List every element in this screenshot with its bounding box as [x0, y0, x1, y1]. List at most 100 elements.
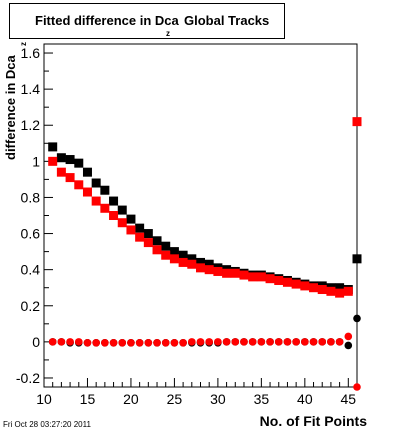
square-marker	[56, 153, 66, 163]
x-axis-label: No. of Fit Points	[259, 413, 367, 429]
circle-marker	[170, 338, 179, 347]
circle-marker	[66, 338, 74, 346]
square-marker	[169, 247, 179, 257]
chart-title-suffix: Global Tracks	[184, 13, 270, 28]
circle-marker	[353, 314, 361, 323]
circle-marker	[127, 338, 135, 347]
square-marker	[343, 286, 353, 296]
data-marks	[48, 117, 362, 391]
square-marker	[335, 288, 345, 298]
y-axis-label: difference in Dca	[3, 55, 18, 160]
square-marker	[196, 263, 205, 273]
circle-marker	[292, 338, 300, 346]
square-marker	[48, 156, 58, 166]
circle-marker	[57, 338, 66, 346]
y-tick-label: 0.6	[21, 226, 41, 242]
x-tick-label: 25	[167, 391, 183, 407]
circle-marker	[214, 338, 222, 346]
y-tick-label: 0	[32, 334, 40, 350]
x-tick-label: 40	[297, 391, 313, 407]
circle-marker	[274, 338, 283, 346]
circle-marker	[92, 338, 100, 347]
square-marker	[239, 270, 249, 280]
square-marker	[204, 265, 214, 275]
square-marker	[309, 283, 319, 293]
circle-marker	[344, 332, 353, 341]
y-axis-label-subscript: z	[19, 42, 28, 46]
square-marker	[178, 257, 188, 267]
circle-marker	[153, 338, 161, 347]
square-marker	[282, 277, 292, 287]
square-marker	[91, 178, 101, 188]
x-tick-label: 30	[210, 391, 226, 407]
circle-marker	[248, 338, 257, 346]
square-marker	[135, 223, 145, 233]
square-marker	[335, 283, 345, 293]
chart-title-subscript: z	[166, 29, 170, 38]
timestamp: Fri Oct 28 03:27:20 2011	[3, 420, 91, 429]
square-marker	[100, 185, 110, 195]
square-marker	[274, 275, 284, 285]
axis-ticks: 10 15 20 25 30 35 40 45 -0.2 0 0.2 0.4 0.6 0.8 1 1.2 1.4…	[16, 45, 358, 407]
circle-marker	[48, 338, 57, 346]
circle-marker	[231, 338, 240, 346]
circle-marker	[240, 338, 248, 346]
square-marker	[82, 187, 92, 197]
square-marker	[143, 229, 153, 239]
square-marker	[317, 285, 327, 295]
square-marker	[56, 167, 66, 177]
square-marker	[300, 281, 310, 291]
circle-marker	[266, 338, 274, 346]
y-tick-label: 0.4	[21, 262, 41, 278]
square-marker	[222, 268, 232, 278]
square-marker	[187, 259, 197, 269]
square-marker	[265, 274, 275, 284]
square-marker	[100, 203, 110, 213]
square-marker	[126, 214, 136, 224]
x-tick-label: 35	[254, 391, 270, 407]
circle-marker	[135, 338, 144, 347]
square-marker	[135, 232, 145, 242]
square-marker	[74, 158, 84, 168]
circle-marker	[309, 338, 318, 346]
circle-marker	[205, 338, 213, 346]
circle-marker	[222, 338, 231, 346]
square-marker	[74, 180, 84, 190]
square-marker	[117, 205, 127, 215]
square-marker	[256, 272, 266, 282]
circle-marker	[301, 338, 309, 346]
square-marker	[169, 254, 179, 264]
circle-marker	[196, 338, 205, 346]
y-tick-label: 0.8	[21, 189, 41, 205]
square-marker	[291, 279, 301, 289]
square-marker	[117, 218, 127, 228]
square-marker	[109, 196, 119, 206]
square-marker	[109, 211, 119, 220]
x-tick-label: 20	[123, 391, 139, 407]
y-tick-label: -0.2	[16, 370, 40, 386]
square-marker	[48, 142, 58, 152]
y-tick-label: 1.6	[21, 45, 41, 61]
circle-marker	[283, 338, 292, 346]
square-marker	[196, 257, 205, 267]
square-marker	[65, 155, 75, 165]
square-marker	[213, 266, 223, 276]
circle-marker	[188, 338, 196, 346]
circle-marker	[353, 383, 361, 391]
circle-marker	[335, 338, 344, 346]
circle-marker	[109, 338, 118, 347]
square-marker	[152, 245, 162, 255]
square-marker	[152, 236, 162, 246]
circle-marker	[318, 338, 327, 346]
circle-marker	[161, 338, 170, 347]
plot-frame	[43, 43, 358, 388]
square-marker	[126, 225, 136, 235]
circle-marker	[257, 338, 266, 346]
square-marker	[187, 254, 197, 264]
circle-marker	[118, 338, 127, 347]
circle-marker	[144, 338, 153, 347]
square-marker	[230, 268, 240, 278]
square-marker	[204, 259, 214, 269]
square-marker	[326, 286, 336, 296]
